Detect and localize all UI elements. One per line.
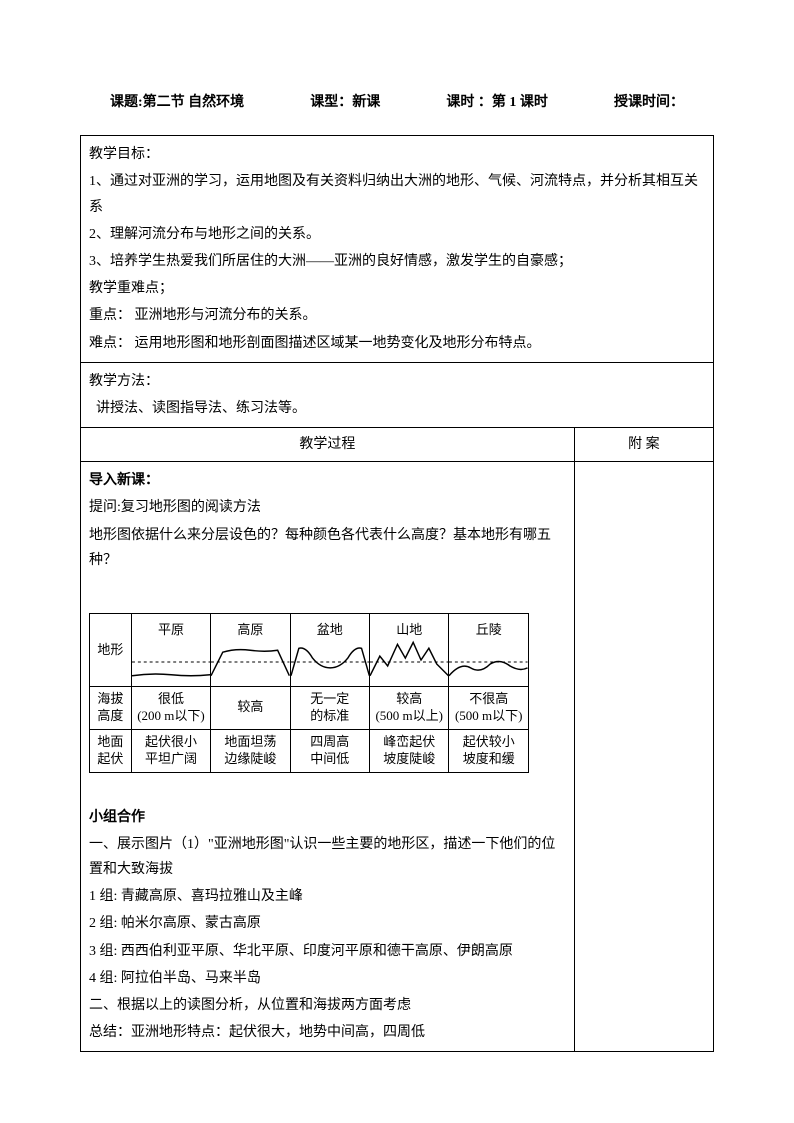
objectives-cell: 教学目标： 1、通过对亚洲的学习，运用地图及有关资料归纳出大洲的地形、气候、河流… <box>81 136 714 363</box>
terrain-plateau: 高原 <box>211 614 290 687</box>
hill-profile-icon <box>449 638 528 686</box>
topic-value: 第二节 自然环境 <box>143 95 245 110</box>
period: 课时 ：第 1 课时 <box>446 90 548 115</box>
mountain-profile-icon <box>370 638 448 686</box>
time-label: 授课时间： <box>614 95 684 110</box>
terrain-table: 地形 平原 高原 <box>89 613 529 773</box>
period-value: 第 1 课时 <box>492 95 548 110</box>
terrain-altitude-row: 海拔高度 很低 (200 m以下) 较高 无一定 的标准 较高 (500 m以上… <box>90 687 529 730</box>
type: 课型：新课 <box>310 90 380 115</box>
terrain-plain: 平原 <box>131 614 210 687</box>
group-summary: 总结：亚洲地形特点：起伏很大，地势中间高，四周低 <box>89 1020 566 1045</box>
altitude-hill: 不很高 (500 m以下) <box>449 687 529 730</box>
content-cell: 导入新课： 提问:复习地形图的阅读方法 地形图依据什么来分层设色的？每种颜色各代… <box>81 462 575 1052</box>
altitude-mountain: 较高 (500 m以上) <box>369 687 448 730</box>
terrain-mountain: 山地 <box>369 614 448 687</box>
group-1: 1 组: 青藏高原、喜玛拉雅山及主峰 <box>89 884 566 909</box>
intro-title: 导入新课： <box>89 468 566 493</box>
group-task2: 二、根据以上的读图分析，从位置和海拔两方面考虑 <box>89 993 566 1018</box>
group-task1-intro: 一、展示图片（1）"亚洲地形图"认识一些主要的地形区，描述一下他们的位置和大致海… <box>89 832 566 882</box>
note-cell <box>574 462 713 1052</box>
hardpoint: 难点： 运用地形图和地形剖面图描述区域某一地势变化及地形分布特点。 <box>89 331 705 356</box>
group-title: 小组合作 <box>89 805 566 830</box>
note-header: 附 案 <box>574 428 713 462</box>
terrain-undulation-row: 地面起伏 起伏很小 平坦广阔 地面坦荡 边缘陡峻 四周高 中间低 峰峦起伏 坡度… <box>90 729 529 772</box>
shape-label-text: 地形 <box>97 638 123 661</box>
lesson-header: 课题:第二节 自然环境 课型：新课 课时 ：第 1 课时 授课时间： <box>80 90 714 115</box>
terrain-hill: 丘陵 <box>449 614 529 687</box>
period-label: 课时 ： <box>446 95 492 110</box>
intro-q2: 地形图依据什么来分层设色的？每种颜色各代表什么高度？基本地形有哪五种？ <box>89 523 566 573</box>
topic-label: 课题: <box>110 95 143 110</box>
keypoint: 重点： 亚洲地形与河流分布的关系。 <box>89 303 705 328</box>
altitude-label: 海拔高度 <box>90 687 132 730</box>
basin-profile-icon <box>291 638 369 686</box>
type-label: 课型： <box>310 95 352 110</box>
undulation-hill: 起伏较小 坡度和缓 <box>449 729 529 772</box>
undulation-label: 地面起伏 <box>90 729 132 772</box>
objective-3: 3、培养学生热爱我们所居住的大洲——亚洲的良好情感，激发学生的自豪感； <box>89 249 705 274</box>
plain-profile-icon <box>132 638 210 686</box>
objective-2: 2、理解河流分布与地形之间的关系。 <box>89 222 705 247</box>
topic: 课题:第二节 自然环境 <box>110 90 244 115</box>
group-4: 4 组: 阿拉伯半岛、马来半岛 <box>89 966 566 991</box>
difficulty-title: 教学重难点； <box>89 276 705 301</box>
methods-cell: 教学方法： 讲授法、读图指导法、练习法等。 <box>81 362 714 427</box>
type-value: 新课 <box>352 95 380 110</box>
plateau-profile-icon <box>211 638 289 686</box>
time: 授课时间： <box>614 90 684 115</box>
terrain-basin: 盆地 <box>290 614 369 687</box>
terrain-shape-row: 地形 平原 高原 <box>90 614 529 687</box>
terrain-shape-label: 地形 <box>90 614 132 687</box>
methods-content: 讲授法、读图指导法、练习法等。 <box>89 396 705 421</box>
group-3: 3 组: 西西伯利亚平原、华北平原、印度河平原和德干高原、伊朗高原 <box>89 939 566 964</box>
undulation-basin: 四周高 中间低 <box>290 729 369 772</box>
process-header: 教学过程 <box>81 428 575 462</box>
altitude-plateau: 较高 <box>211 687 290 730</box>
altitude-basin: 无一定 的标准 <box>290 687 369 730</box>
altitude-plain: 很低 (200 m以下) <box>131 687 210 730</box>
lesson-table: 教学目标： 1、通过对亚洲的学习，运用地图及有关资料归纳出大洲的地形、气候、河流… <box>80 135 714 1052</box>
undulation-plain: 起伏很小 平坦广阔 <box>131 729 210 772</box>
methods-title: 教学方法： <box>89 369 705 394</box>
intro-q1: 提问:复习地形图的阅读方法 <box>89 495 566 520</box>
undulation-mountain: 峰峦起伏 坡度陡峻 <box>369 729 448 772</box>
objective-1: 1、通过对亚洲的学习，运用地图及有关资料归纳出大洲的地形、气候、河流特点，并分析… <box>89 169 705 219</box>
objectives-title: 教学目标： <box>89 142 705 167</box>
undulation-plateau: 地面坦荡 边缘陡峻 <box>211 729 290 772</box>
group-2: 2 组: 帕米尔高原、蒙古高原 <box>89 911 566 936</box>
